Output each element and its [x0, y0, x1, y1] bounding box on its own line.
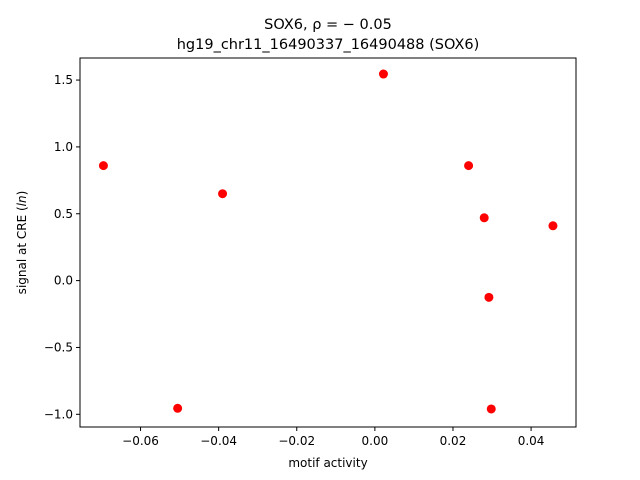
x-tick-label: −0.04: [200, 434, 237, 448]
data-point: [378, 69, 388, 79]
data-point: [464, 161, 474, 171]
data-point: [98, 161, 108, 171]
y-axis-ticks: −1.0 −0.5 0.0 0.5 1.0 1.5: [44, 73, 80, 421]
y-tick-label: −0.5: [44, 340, 73, 354]
x-axis-label: motif activity: [288, 456, 367, 470]
data-point: [218, 189, 228, 199]
x-tick-label: 0.00: [362, 434, 389, 448]
y-tick-label: 0.0: [54, 274, 73, 288]
chart-title-line1: SOX6, ρ = − 0.05: [264, 17, 392, 33]
data-point: [484, 292, 494, 302]
data-point: [548, 221, 558, 231]
y-tick-label: 0.5: [54, 207, 73, 221]
x-tick-label: 0.04: [518, 434, 545, 448]
plot-frame: [79, 57, 577, 428]
data-point: [486, 404, 496, 414]
x-tick-label: −0.02: [278, 434, 315, 448]
data-point: [479, 213, 489, 223]
x-tick-label: −0.06: [122, 434, 159, 448]
data-points: [98, 69, 558, 414]
y-axis-label-var: ln: [15, 195, 29, 206]
y-tick-label: −1.0: [44, 407, 73, 421]
x-axis-ticks: −0.06 −0.04 −0.02 0.00 0.02 0.04: [122, 427, 544, 448]
y-tick-label: 1.0: [54, 140, 73, 154]
y-axis-label-pre: signal at CRE (: [15, 206, 29, 294]
y-axis-label: signal at CRE (ln): [15, 191, 29, 295]
y-tick-label: 1.5: [54, 73, 73, 87]
y-axis-label-post: ): [15, 191, 29, 196]
data-point: [173, 403, 183, 413]
chart-title-line2: hg19_chr11_16490337_16490488 (SOX6): [177, 37, 480, 53]
x-tick-label: 0.02: [440, 434, 467, 448]
